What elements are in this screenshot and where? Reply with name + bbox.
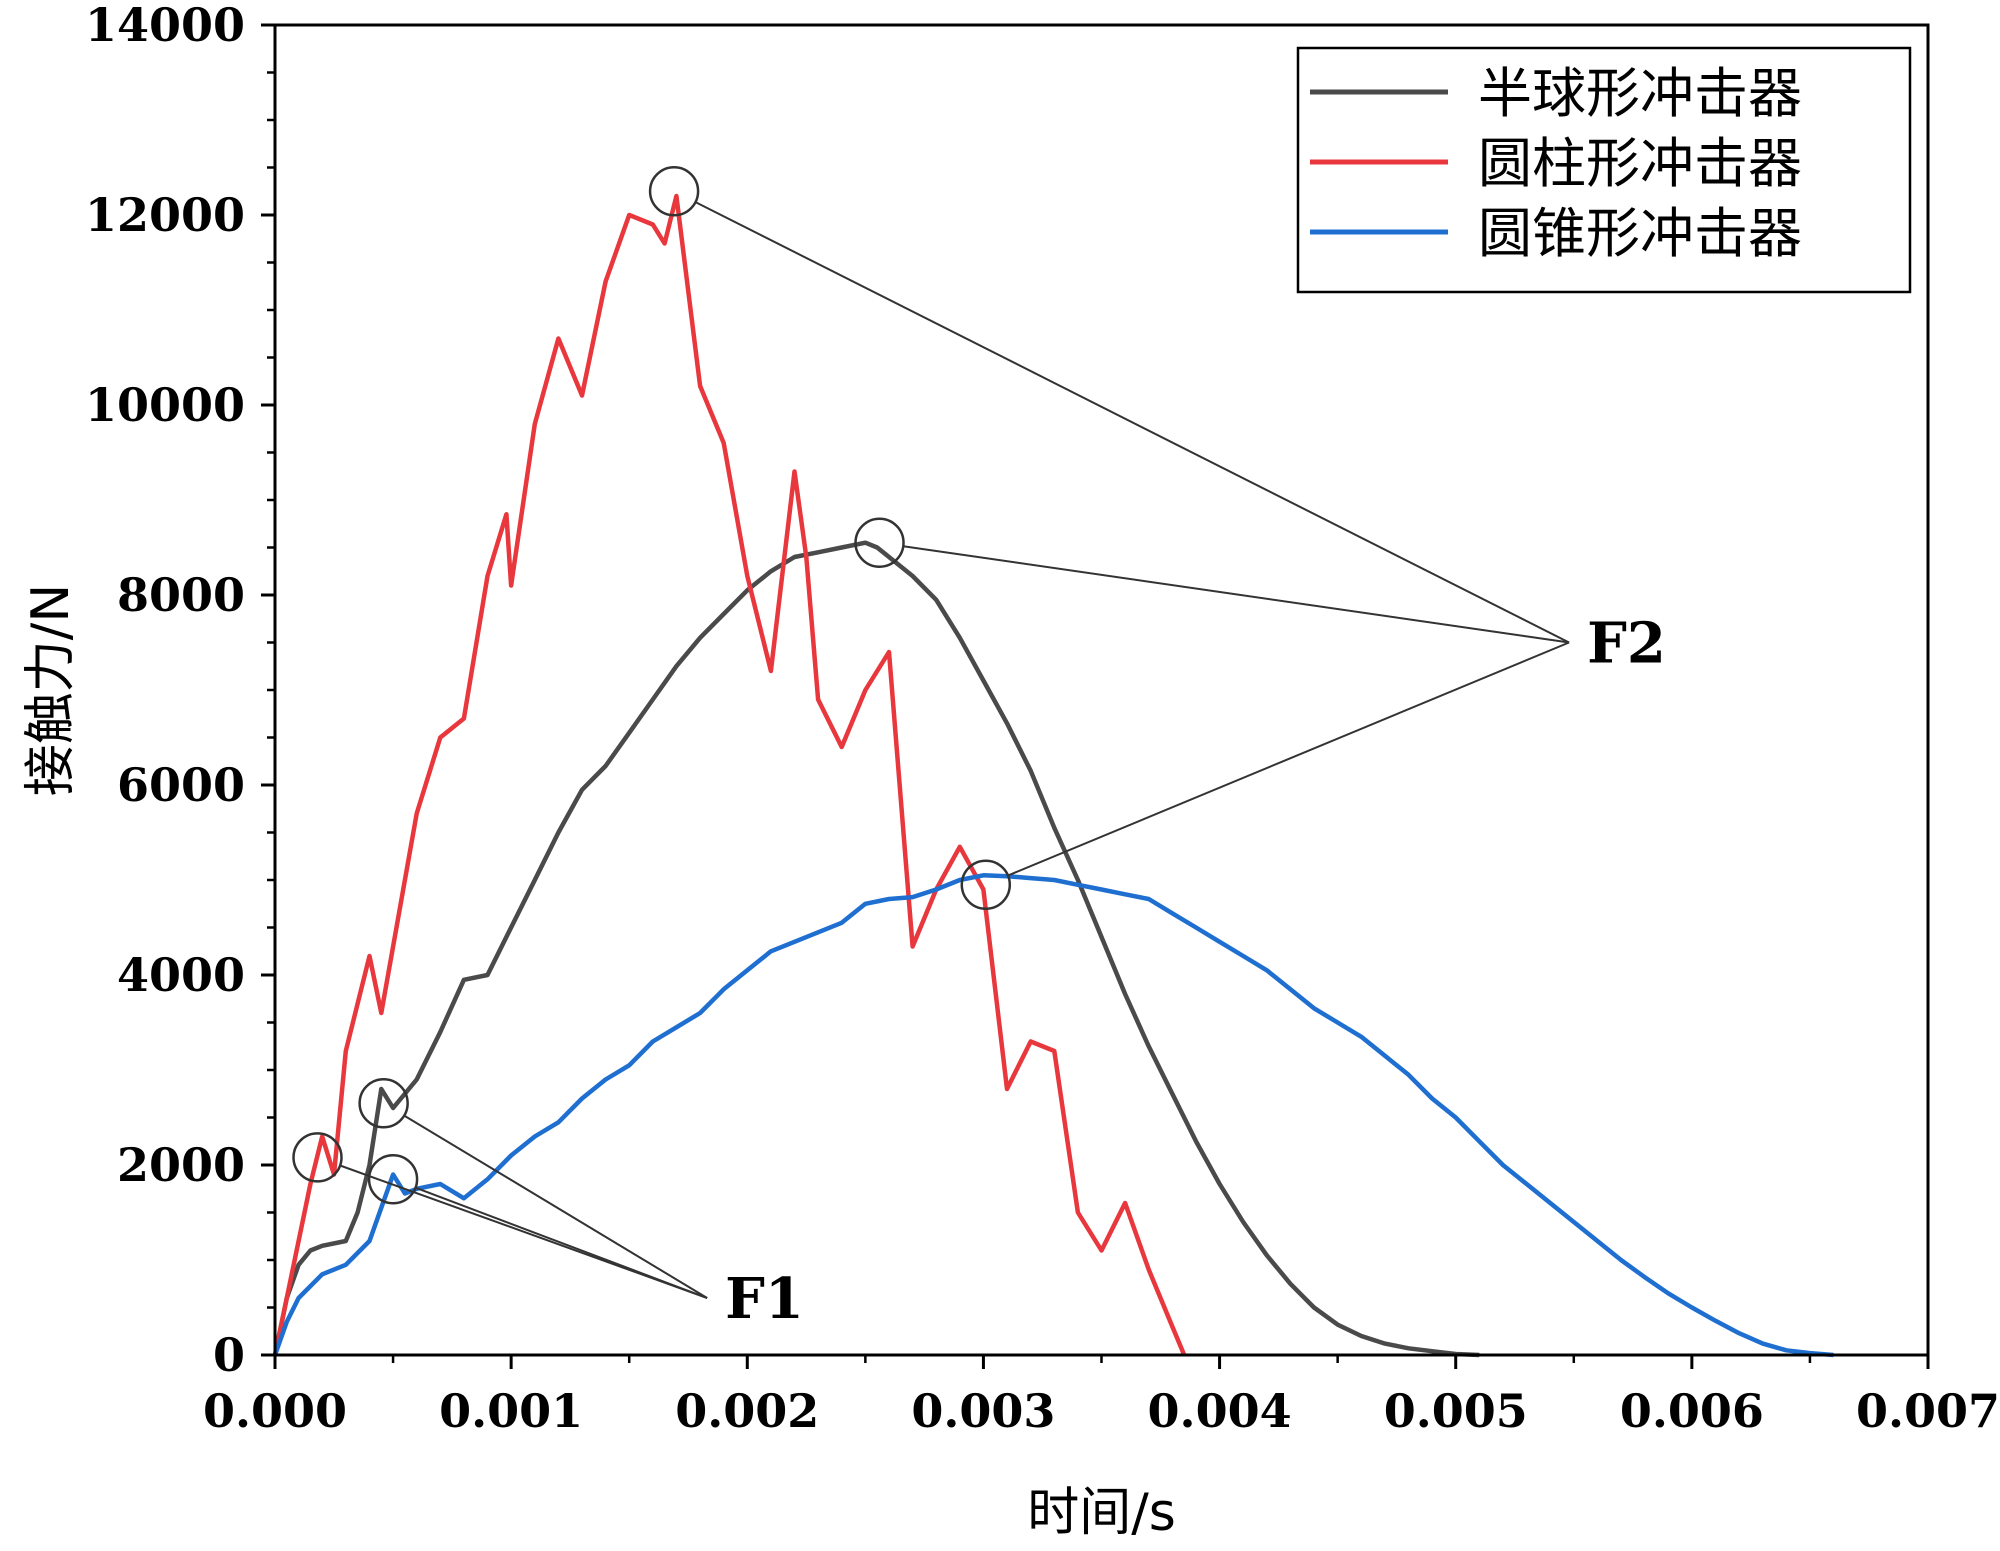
series-layer [272, 193, 1834, 1358]
annotation-layer: F1 F2 [292, 166, 1666, 1332]
annotation-marker-circle [358, 1078, 409, 1129]
annotation-leader-line [403, 1114, 708, 1299]
legend-label-conical: 圆锥形冲击器 [1478, 202, 1802, 265]
annotation-leader-line [695, 201, 1570, 644]
x-tick-label: 0.002 [675, 1384, 819, 1438]
legend-label-cylindrical: 圆柱形冲击器 [1478, 132, 1802, 195]
y-tick-label: 14000 [85, 0, 245, 52]
annotation-marker-circle [367, 1154, 419, 1205]
x-tick-label: 0.003 [911, 1384, 1055, 1438]
annotation-label-f2: F2 [1587, 611, 1666, 677]
y-tick-label: 2000 [117, 1138, 245, 1192]
x-tick-label: 0.000 [203, 1384, 347, 1438]
legend: 半球形冲击器 圆柱形冲击器 圆锥形冲击器 [1296, 46, 1912, 294]
series-line-1 [272, 193, 1187, 1356]
annotation-leader-line [1007, 641, 1570, 877]
y-tick-label: 0 [213, 1328, 245, 1382]
annotation-leader-line [903, 545, 1570, 644]
annotation-leader-line [415, 1186, 708, 1299]
x-axis-title: 时间/s [1027, 1483, 1176, 1543]
tick-layer: 0.000 0.001 0.002 0.003 0.004 0.005 0.006 0.007… [85, 0, 2000, 1438]
y-tick-label: 4000 [117, 948, 245, 1002]
legend-label-hemispherical: 半球形冲击器 [1478, 62, 1802, 125]
annotation-marker-circle [854, 517, 905, 568]
annotation-marker-circle [648, 166, 700, 217]
y-axis-title: 接触力/N [21, 584, 81, 796]
x-tick-label: 0.004 [1148, 1384, 1292, 1438]
series-line-2 [272, 873, 1834, 1358]
series-line-0 [272, 540, 1480, 1358]
y-tick-label: 6000 [117, 758, 245, 812]
y-tick-label: 8000 [117, 568, 245, 622]
x-tick-label: 0.006 [1620, 1384, 1764, 1438]
legend-box [1296, 46, 1912, 294]
y-tick-label: 12000 [85, 188, 245, 242]
annotation-marker-circle [960, 859, 1012, 910]
y-tick-label: 10000 [85, 378, 245, 432]
x-tick-label: 0.005 [1384, 1384, 1528, 1438]
annotation-marker-circle [292, 1132, 343, 1183]
annotation-label-f1: F1 [725, 1266, 804, 1332]
x-tick-label: 0.001 [439, 1384, 583, 1438]
x-tick-label: 0.007 [1856, 1384, 2000, 1438]
